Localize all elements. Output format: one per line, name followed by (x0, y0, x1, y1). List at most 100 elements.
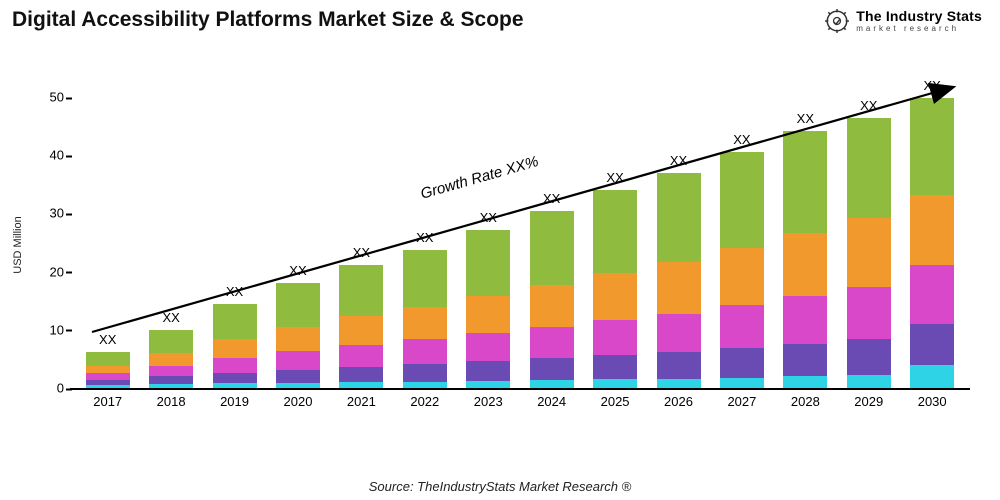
bar-segment (149, 330, 193, 353)
brand-logo: The Industry Stats market research (824, 8, 982, 34)
bar-value-label: XX (162, 310, 179, 326)
logo-sub-text: market research (856, 25, 982, 33)
bar-segment (593, 273, 637, 320)
y-axis-label: USD Million (12, 216, 24, 273)
bar-segment (339, 382, 383, 388)
bar-segment (783, 233, 827, 296)
bar-segment (847, 287, 891, 339)
bar-value-label: XX (670, 153, 687, 169)
bar-stack (783, 131, 827, 388)
bar-segment (86, 385, 130, 388)
bar-stack (86, 352, 130, 388)
bar-segment (720, 248, 764, 305)
bar-value-label: XX (99, 332, 116, 348)
bar-column: XX (142, 330, 200, 388)
bar-segment (720, 348, 764, 377)
x-tick: 2021 (332, 394, 390, 409)
bar-stack (339, 265, 383, 388)
bar-segment (86, 373, 130, 380)
x-tick: 2026 (650, 394, 708, 409)
bar-segment (276, 283, 320, 327)
bar-segment (149, 353, 193, 366)
bar-segment (213, 383, 257, 388)
bar-segment (86, 366, 130, 373)
bar-segment (403, 382, 447, 388)
bar-segment (213, 373, 257, 383)
y-tick: 10 (24, 322, 64, 337)
bar-column: XX (650, 173, 708, 388)
bar-value-label: XX (733, 132, 750, 148)
bar-value-label: XX (289, 263, 306, 279)
bars-container: XXXXXXXXXXXXXXXXXXXXXXXXXXXX (70, 70, 970, 388)
bar-column: XX (459, 230, 517, 388)
x-tick: 2022 (396, 394, 454, 409)
x-tick: 2029 (840, 394, 898, 409)
bar-segment (783, 296, 827, 344)
bar-column: XX (586, 190, 644, 388)
bar-value-label: XX (353, 245, 370, 261)
bar-stack (149, 330, 193, 388)
bar-segment (657, 379, 701, 388)
bar-segment (657, 352, 701, 379)
bar-segment (530, 358, 574, 380)
logo-main-text: The Industry Stats (856, 9, 982, 23)
bar-segment (593, 379, 637, 388)
x-tick: 2028 (776, 394, 834, 409)
bar-segment (149, 376, 193, 384)
bar-stack (403, 250, 447, 388)
bar-segment (593, 355, 637, 379)
bar-value-label: XX (543, 191, 560, 207)
x-tick: 2020 (269, 394, 327, 409)
bar-segment (910, 365, 954, 388)
bar-column: XX (332, 265, 390, 388)
bar-segment (530, 211, 574, 285)
y-tick: 0 (24, 381, 64, 396)
x-tick: 2030 (903, 394, 961, 409)
bar-stack (910, 98, 954, 388)
bar-segment (339, 265, 383, 316)
bar-segment (847, 118, 891, 218)
bar-segment (847, 218, 891, 287)
bar-segment (847, 339, 891, 375)
x-tick: 2024 (523, 394, 581, 409)
market-chart: USD Million 01020304050 XXXXXXXXXXXXXXXX… (70, 60, 970, 430)
bar-value-label: XX (797, 111, 814, 127)
x-tick: 2019 (206, 394, 264, 409)
bar-value-label: XX (416, 230, 433, 246)
x-tick: 2025 (586, 394, 644, 409)
bar-column: XX (396, 250, 454, 388)
bar-segment (847, 375, 891, 388)
x-tick: 2023 (459, 394, 517, 409)
x-tick: 2027 (713, 394, 771, 409)
bar-segment (466, 381, 510, 388)
bar-segment (593, 190, 637, 273)
bar-segment (910, 195, 954, 265)
bar-column: XX (269, 283, 327, 388)
bar-segment (783, 344, 827, 377)
bar-value-label: XX (226, 284, 243, 300)
bar-column: XX (523, 211, 581, 388)
bar-stack (657, 173, 701, 388)
bar-segment (530, 285, 574, 327)
y-tick: 20 (24, 264, 64, 279)
bar-column: XX (903, 98, 961, 388)
bar-stack (847, 118, 891, 388)
bar-segment (466, 230, 510, 296)
bar-column: XX (79, 352, 137, 388)
bar-segment (466, 361, 510, 381)
bar-segment (86, 352, 130, 366)
bar-column: XX (840, 118, 898, 388)
bar-value-label: XX (924, 78, 941, 94)
bar-segment (276, 370, 320, 383)
bar-column: XX (206, 304, 264, 388)
bar-segment (657, 262, 701, 313)
bar-stack (276, 283, 320, 388)
bar-segment (720, 305, 764, 348)
chart-title: Digital Accessibility Platforms Market S… (12, 8, 524, 32)
bar-segment (213, 358, 257, 373)
bar-segment (657, 173, 701, 263)
bar-segment (910, 324, 954, 365)
bar-stack (466, 230, 510, 388)
bar-value-label: XX (606, 170, 623, 186)
x-axis-ticks: 2017201820192020202120222023202420252026… (70, 394, 970, 409)
